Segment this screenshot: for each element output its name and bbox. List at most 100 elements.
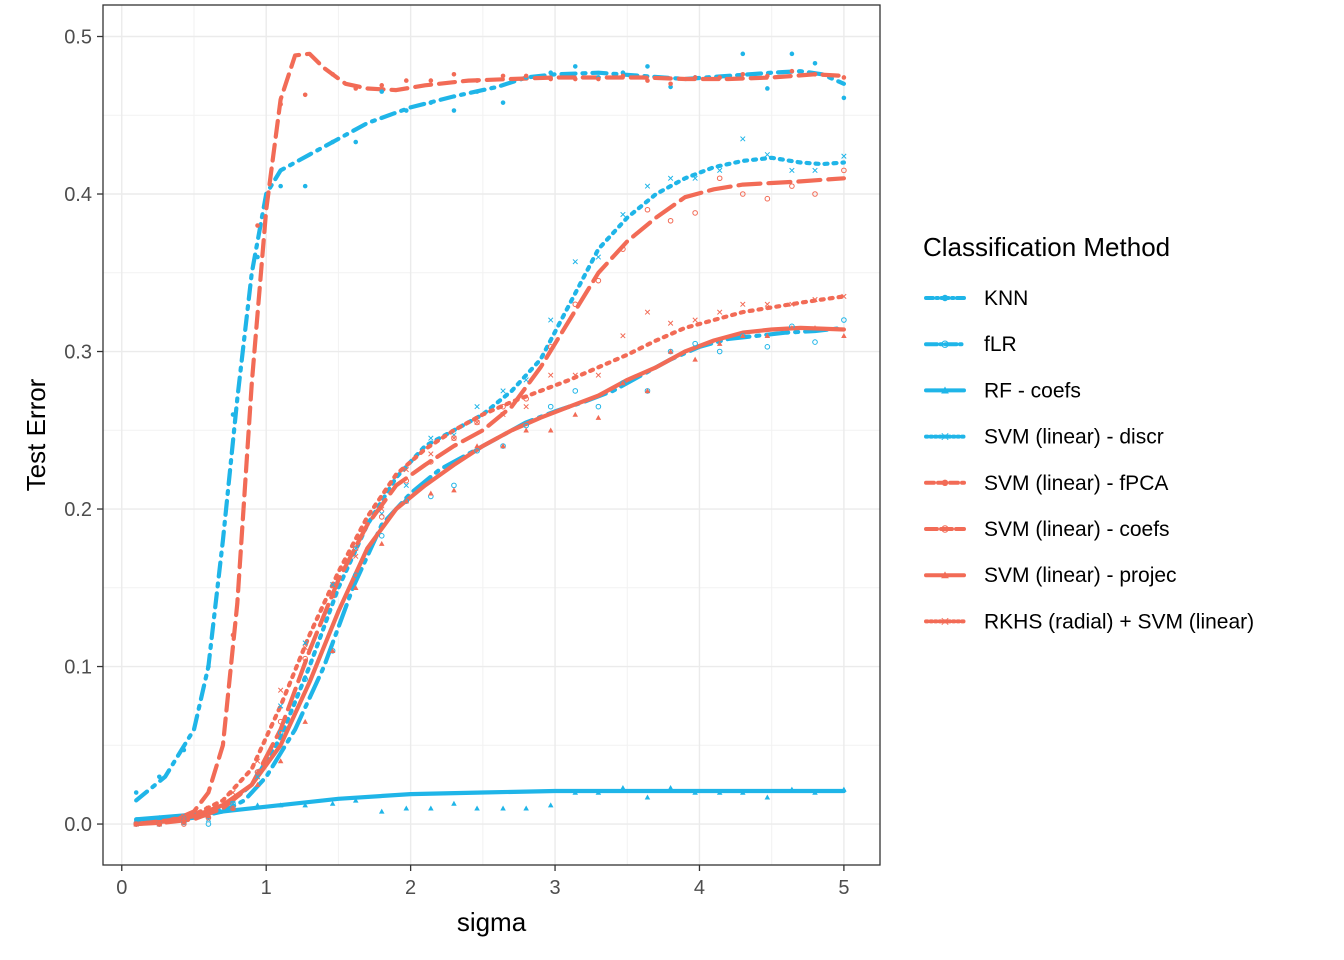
data-point [740,789,746,795]
data-point [278,101,283,107]
data-point [764,151,771,158]
data-point [428,78,434,83]
data-point [765,86,770,91]
y-tick-label: 0.1 [64,657,92,679]
data-point [547,403,554,410]
data-point [668,81,673,87]
data-point [474,805,480,811]
data-point [595,277,602,284]
data-point [330,139,335,145]
data-point [667,320,674,326]
legend-item: RKHS (radial) + SVM (linear) [924,610,1254,633]
data-point [428,458,434,465]
data-point [254,802,261,808]
data-point [547,343,554,350]
data-point [667,348,674,354]
data-point [353,139,359,145]
data-point [302,676,308,682]
data-point [841,786,847,792]
data-point [620,211,626,218]
data-point [302,655,308,662]
axis-ticks [97,35,845,871]
data-point [523,805,529,811]
data-point [474,443,480,449]
data-point [812,167,818,174]
data-point [403,108,409,113]
data-point [572,301,579,308]
data-point [278,183,283,189]
data-point [277,758,284,764]
data-point [692,340,698,347]
x-tick-label: 3 [549,877,560,899]
data-point [740,72,746,77]
data-point [302,640,308,646]
data-point [789,167,795,174]
data-point [230,805,236,811]
data-point [812,296,818,303]
data-point [379,83,385,88]
data-point [548,76,554,82]
data-point [500,411,506,418]
data-point [302,802,308,808]
data-point [230,800,236,807]
data-point [378,514,385,520]
y-tick-label: 0.0 [64,814,92,836]
data-point [500,388,506,394]
data-point [548,70,554,76]
legend-label: SVM (linear) - discr [984,426,1164,449]
data-point [620,333,626,339]
data-point [329,592,336,599]
data-point [157,774,162,780]
data-point [667,175,674,181]
data-point [428,435,434,441]
data-point [329,800,336,806]
data-point [841,95,847,101]
data-point [474,403,480,410]
data-point [254,758,261,764]
data-point [620,70,626,76]
data-point [739,191,746,197]
data-point [595,372,602,378]
series-points [133,51,847,827]
legend-label: KNN [984,287,1028,310]
data-point [277,718,284,725]
data-point [523,377,529,383]
data-point [500,73,506,79]
data-point [428,100,434,105]
data-point [692,75,698,80]
legend-key-marker [941,340,949,348]
data-point [403,466,409,473]
data-point [764,794,771,800]
data-point [572,388,579,394]
data-point [572,76,578,82]
data-point [302,92,308,98]
data-point [451,435,457,441]
legend-key-marker [941,617,949,625]
series-line-0 [134,69,846,803]
data-point [156,814,163,820]
data-point [428,805,434,811]
data-point [692,356,698,362]
legend-items: KNN fLR RF - coefs SVM (linear) - discr SVM … [924,287,1254,633]
data-point [812,72,818,77]
data-point [789,325,795,331]
series-line-4 [134,51,846,827]
data-point [352,572,359,578]
data-point [620,380,626,386]
data-point [765,73,770,79]
data-point [181,813,187,819]
legend-item: fLR [924,333,1017,356]
series-lines [134,51,846,827]
data-point [789,786,795,792]
legend-label: SVM (linear) - fPCA [984,472,1168,495]
data-point [451,108,457,113]
data-point [378,533,385,539]
x-tick-label: 5 [838,877,849,899]
legend-label: RKHS (radial) + SVM (linear) [984,610,1254,633]
data-point [644,183,651,189]
legend-label: SVM (linear) - projec [984,564,1177,587]
data-point [352,797,359,803]
data-point [403,78,409,83]
data-point [740,51,746,57]
